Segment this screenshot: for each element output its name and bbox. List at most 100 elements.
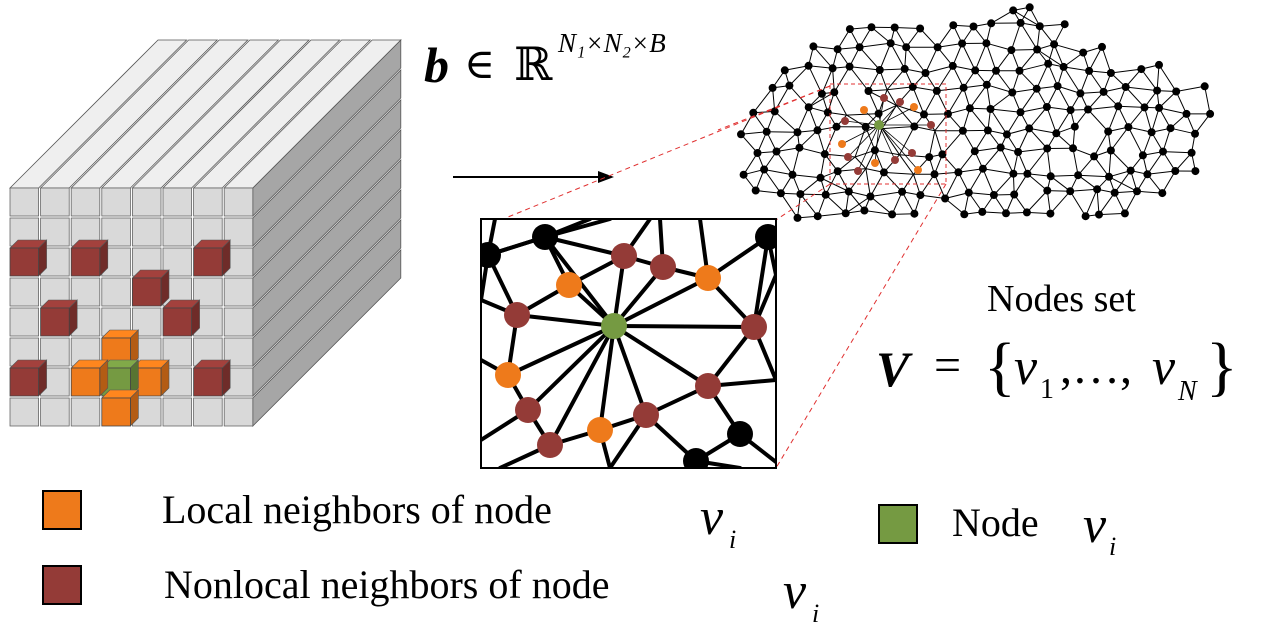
mesh-node (958, 126, 967, 135)
pixel-cell (40, 307, 70, 337)
mesh-edge (808, 107, 818, 131)
mesh-edge (774, 111, 798, 133)
mesh-node (1025, 3, 1034, 12)
mesh-node (860, 206, 869, 215)
mesh-node (1171, 167, 1180, 175)
pixel-cell (131, 217, 162, 247)
pixel-cell (193, 247, 223, 277)
mesh-edge (1063, 52, 1084, 68)
mesh-node (1104, 127, 1113, 136)
node-mesh (737, 3, 1215, 222)
mesh-node (770, 107, 779, 116)
mesh-edge (854, 156, 867, 169)
mesh-edge (817, 212, 846, 217)
mesh-edge (990, 108, 1008, 135)
mesh-edge (1088, 46, 1103, 72)
mesh-edge (890, 42, 906, 70)
mesh-node (925, 153, 934, 162)
mesh-edge (879, 43, 892, 71)
mesh-node (1206, 109, 1215, 118)
mesh-edge (1140, 68, 1158, 91)
mesh-node (996, 143, 1005, 152)
mesh-node (982, 80, 991, 89)
guide-line (775, 183, 947, 469)
mesh-node (1110, 188, 1119, 197)
mesh-node (1133, 187, 1141, 196)
mesh-neighbor-node (871, 159, 879, 167)
mesh-node (776, 189, 785, 198)
mesh-edge (881, 128, 900, 155)
mesh-node (1070, 122, 1079, 131)
mesh-node (1084, 105, 1092, 114)
mesh-node (1105, 172, 1113, 181)
zoom-neighbor-node (695, 265, 721, 291)
mesh-edge (784, 65, 809, 71)
mesh-edge (1063, 66, 1081, 94)
mesh-node (1002, 130, 1011, 139)
formula-v-equals: = (934, 339, 962, 392)
mesh-node (978, 207, 987, 216)
mesh-edge (824, 126, 837, 155)
mesh-edge (821, 68, 834, 94)
mesh-edge (1110, 68, 1142, 74)
mesh-node (1155, 60, 1163, 69)
mesh-edge (982, 168, 995, 196)
mesh-edge (878, 101, 901, 126)
mesh-edge (1175, 91, 1187, 115)
mesh-node (809, 42, 818, 51)
pixel-cell (193, 367, 223, 397)
mesh-node (902, 43, 911, 52)
zoom-edge (752, 235, 770, 329)
pixel-cell (40, 217, 70, 247)
mesh-edge (1070, 188, 1098, 192)
mesh-node (1124, 123, 1133, 132)
mesh-node (760, 165, 769, 174)
zoom-other-node (481, 242, 501, 268)
legend-swatch-node (878, 504, 918, 544)
zoom-neighbor-node (495, 362, 521, 388)
guide-line (507, 85, 831, 218)
mesh-edge (919, 28, 938, 48)
mesh-node (793, 128, 802, 137)
mesh-node (1050, 40, 1059, 49)
mesh-node (1069, 144, 1077, 153)
mesh-edge (942, 154, 959, 173)
mesh-node (1140, 103, 1149, 112)
formula-b-relation: ∈ (464, 42, 496, 88)
mesh-edge (1046, 148, 1052, 177)
mesh-node (969, 22, 978, 31)
mesh-edge (974, 147, 1001, 152)
mesh-neighbor-node (838, 140, 846, 148)
mesh-edge (1161, 170, 1176, 194)
pixel-cell (9, 247, 40, 277)
mesh-neighbor-node (914, 166, 922, 174)
mesh-node (1114, 102, 1123, 111)
pixel-cell (101, 277, 131, 307)
mesh-edge (1158, 107, 1187, 115)
mesh-edge (1147, 170, 1176, 175)
mesh-node (932, 86, 941, 95)
mesh-edge (886, 89, 897, 106)
mesh-node (954, 168, 963, 177)
mesh-edge (865, 168, 871, 197)
mesh-edge (764, 169, 793, 176)
mesh-node (1043, 144, 1052, 153)
mesh-edge (901, 191, 915, 214)
zoom-neighbor-node (556, 272, 582, 298)
mesh-node (890, 23, 899, 32)
mesh-edge (968, 168, 984, 193)
nodes-set-formula: V = { v 1 ,…, v N } (876, 334, 1256, 414)
mesh-neighbor-node (844, 153, 852, 161)
mesh-edge (1011, 49, 1038, 51)
mesh-edge (936, 87, 964, 92)
mesh-edge (1010, 22, 1022, 51)
mesh-edge (920, 194, 946, 199)
mesh-node (841, 209, 850, 218)
pixel-cell (131, 187, 162, 217)
mesh-edge (871, 26, 892, 44)
mesh-edge (879, 68, 905, 71)
mesh-center-node (874, 120, 884, 130)
zoom-neighbor-node (537, 432, 563, 458)
mesh-node (1155, 103, 1164, 112)
mesh-node (1074, 171, 1083, 180)
